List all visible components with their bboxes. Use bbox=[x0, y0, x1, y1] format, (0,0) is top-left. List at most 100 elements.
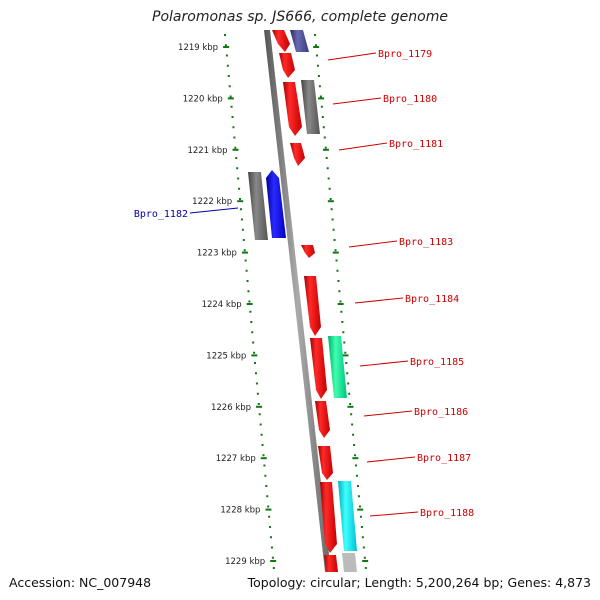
ruler-dot bbox=[234, 146, 237, 149]
gene-arrow-bpro-1183[interactable] bbox=[301, 245, 315, 258]
ruler-major-tick bbox=[265, 508, 272, 511]
ruler-dot bbox=[338, 290, 341, 293]
gene-leader-line bbox=[338, 142, 388, 151]
ruler-dot bbox=[323, 136, 326, 139]
ruler-labels: 1219 kbp 1220 kbp 1221 kbp 1222 kbp 1223 kbp… bbox=[178, 43, 265, 567]
gene-arrow-bpro-1186[interactable] bbox=[315, 401, 330, 438]
gene-leader-line bbox=[348, 240, 398, 248]
gene-box[interactable] bbox=[338, 481, 357, 551]
gene-label[interactable]: Bpro_1187 bbox=[417, 453, 471, 464]
gene-leader-line bbox=[363, 410, 413, 417]
ruler-major-tick bbox=[256, 405, 263, 408]
ruler-dot bbox=[352, 433, 355, 436]
ruler-tick-label: 1222 kbp bbox=[192, 197, 232, 207]
gene-arrow-bpro-1188[interactable] bbox=[320, 482, 337, 553]
ruler-dot bbox=[332, 228, 335, 231]
ruler-dot bbox=[271, 556, 274, 559]
ruler-dot bbox=[267, 505, 270, 508]
gene-label[interactable]: Bpro_1183 bbox=[399, 237, 453, 248]
gene-label[interactable]: Bpro_1182 bbox=[134, 209, 188, 220]
ruler-tick-label: 1226 kbp bbox=[211, 403, 251, 413]
gene-label[interactable]: Bpro_1180 bbox=[383, 94, 437, 105]
ruler-dot bbox=[255, 382, 258, 385]
ruler-dot bbox=[244, 259, 247, 262]
ruler-tick-label: 1229 kbp bbox=[225, 557, 265, 567]
ruler-dot bbox=[248, 300, 251, 303]
gene-label[interactable]: Bpro_1184 bbox=[405, 294, 459, 305]
gene-arrow[interactable] bbox=[272, 30, 290, 52]
ruler-major-tick bbox=[322, 148, 329, 151]
ruler-major-tick bbox=[246, 303, 253, 305]
gene-box[interactable] bbox=[342, 553, 357, 572]
ruler-dot bbox=[344, 351, 347, 354]
gene-box[interactable] bbox=[290, 30, 309, 52]
gene-arrow-bpro-1182[interactable] bbox=[266, 170, 286, 238]
gene-arrow-bpro-1181[interactable] bbox=[290, 143, 305, 166]
ruler-dot bbox=[337, 280, 340, 282]
gene-label[interactable]: Bpro_1185 bbox=[410, 357, 464, 368]
ruler-dot bbox=[348, 392, 351, 395]
ruler-major-tick bbox=[357, 508, 364, 511]
ruler-dot bbox=[362, 546, 365, 549]
ruler-dot bbox=[254, 362, 257, 364]
ruler-dot bbox=[245, 269, 248, 272]
gene-arrow[interactable] bbox=[324, 555, 338, 572]
ruler-ticks-right bbox=[313, 34, 369, 569]
ruler-dot bbox=[314, 34, 316, 36]
ruler-dot bbox=[350, 413, 353, 416]
gene-arrow-bpro-1185[interactable] bbox=[310, 338, 327, 399]
ruler-dot bbox=[317, 75, 320, 77]
ruler-dot bbox=[336, 269, 339, 272]
ruler-dot bbox=[359, 515, 362, 518]
gene-box[interactable] bbox=[328, 336, 347, 398]
gene-leader-line bbox=[354, 297, 404, 304]
ruler-dot bbox=[233, 136, 236, 139]
ruler-major-tick bbox=[327, 200, 334, 203]
ruler-dot bbox=[237, 177, 240, 180]
gene-label[interactable]: Bpro_1186 bbox=[414, 407, 468, 418]
ruler-dot bbox=[333, 239, 336, 241]
ruler-tick-label: 1224 kbp bbox=[202, 300, 242, 310]
ruler-dot bbox=[349, 403, 352, 405]
ruler-tick-label: 1225 kbp bbox=[206, 351, 246, 361]
ruler-dot bbox=[230, 105, 233, 108]
gene-label[interactable]: Bpro_1181 bbox=[389, 139, 443, 150]
ruler-dot bbox=[339, 300, 342, 303]
ruler-dot bbox=[345, 362, 348, 364]
gene-arrow-bpro-1180[interactable] bbox=[283, 82, 302, 136]
ruler-dot bbox=[331, 218, 334, 221]
genome-backbone bbox=[264, 30, 331, 572]
ruler-dot bbox=[324, 146, 327, 149]
ruler-major-tick bbox=[260, 457, 267, 460]
ruler-dot bbox=[260, 433, 263, 436]
gene-leader-line bbox=[332, 97, 382, 105]
ruler-dot bbox=[329, 198, 332, 200]
ruler-dot bbox=[269, 526, 272, 528]
ruler-major-tick bbox=[313, 46, 320, 48]
ruler-dot bbox=[268, 515, 271, 518]
gene-box[interactable] bbox=[301, 80, 320, 134]
gene-arrow[interactable] bbox=[279, 53, 295, 78]
ruler-dot bbox=[325, 157, 328, 159]
ruler-dot bbox=[263, 464, 266, 467]
ruler-dot bbox=[355, 464, 358, 467]
ruler-dot bbox=[238, 187, 241, 190]
gene-arrow-bpro-1187[interactable] bbox=[318, 446, 333, 480]
gene-box[interactable] bbox=[248, 172, 268, 240]
ruler-tick-label: 1227 kbp bbox=[216, 454, 256, 464]
ruler-dot bbox=[270, 536, 273, 539]
ruler-dot bbox=[242, 239, 245, 241]
topology-label: Topology: circular; Length: 5,200,264 bp… bbox=[247, 575, 591, 590]
ruler-dot bbox=[342, 331, 345, 334]
gene-arrow-bpro-1184[interactable] bbox=[304, 276, 321, 336]
ruler-dot bbox=[265, 485, 268, 487]
ruler-dot bbox=[258, 413, 261, 416]
ruler-major-tick bbox=[352, 457, 359, 460]
ruler-tick-label: 1223 kbp bbox=[197, 249, 237, 259]
gene-label[interactable]: Bpro_1188 bbox=[420, 508, 474, 519]
ruler-dot bbox=[246, 280, 249, 282]
gene-label[interactable]: Bpro_1179 bbox=[378, 49, 432, 60]
ruler-dot bbox=[257, 403, 260, 405]
ruler-major-tick bbox=[251, 354, 258, 357]
ruler-dot bbox=[262, 454, 265, 457]
